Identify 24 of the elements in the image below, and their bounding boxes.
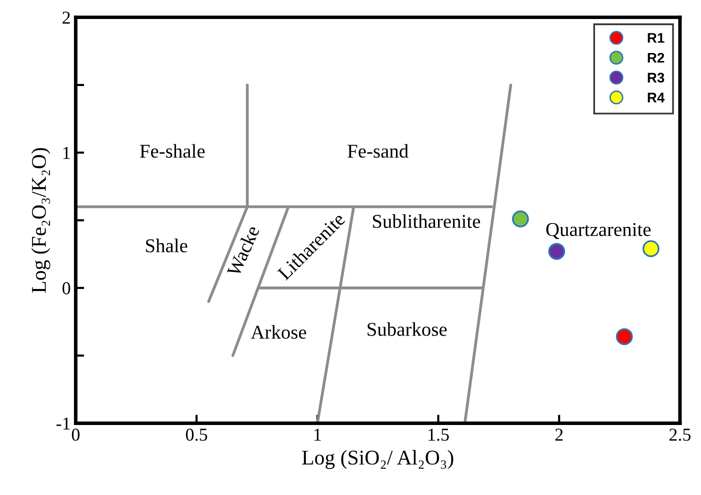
x-tick-label: 2.5	[669, 428, 691, 441]
x-tick-label: 0.5	[186, 428, 208, 441]
annotation: Shale	[146, 238, 188, 252]
y-tick-label: 1	[63, 146, 70, 159]
annotation: Fe-sand	[348, 144, 408, 158]
legend-label: R4	[648, 92, 665, 102]
annotation: Subarkose	[368, 322, 447, 336]
y-tick-label: 2	[62, 12, 70, 24]
x-tick-label: 0	[72, 428, 80, 441]
y-axis-title: Log (Fe₂O₃/K₂O)	[31, 148, 50, 293]
legend-label: R3	[648, 72, 664, 83]
legend-label: R2	[648, 52, 664, 63]
annotation: Fe-shale	[140, 144, 205, 158]
x-tick-label: 1.5	[428, 428, 449, 441]
y-tick-label: 0	[62, 282, 70, 294]
annotation: Arkose	[250, 325, 306, 339]
legend-label: R1	[648, 33, 664, 43]
annotation: Quartzarenite	[546, 223, 651, 240]
x-axis-title: Log (SiO₂/ Al₂O₃)	[302, 450, 454, 469]
x-tick-label: 1	[314, 428, 321, 441]
annotation: Sublitharenite	[372, 214, 480, 228]
annotation: Wacke	[226, 224, 260, 278]
x-tick-label: 2	[555, 428, 563, 441]
y-tick-label: -1	[56, 418, 70, 430]
